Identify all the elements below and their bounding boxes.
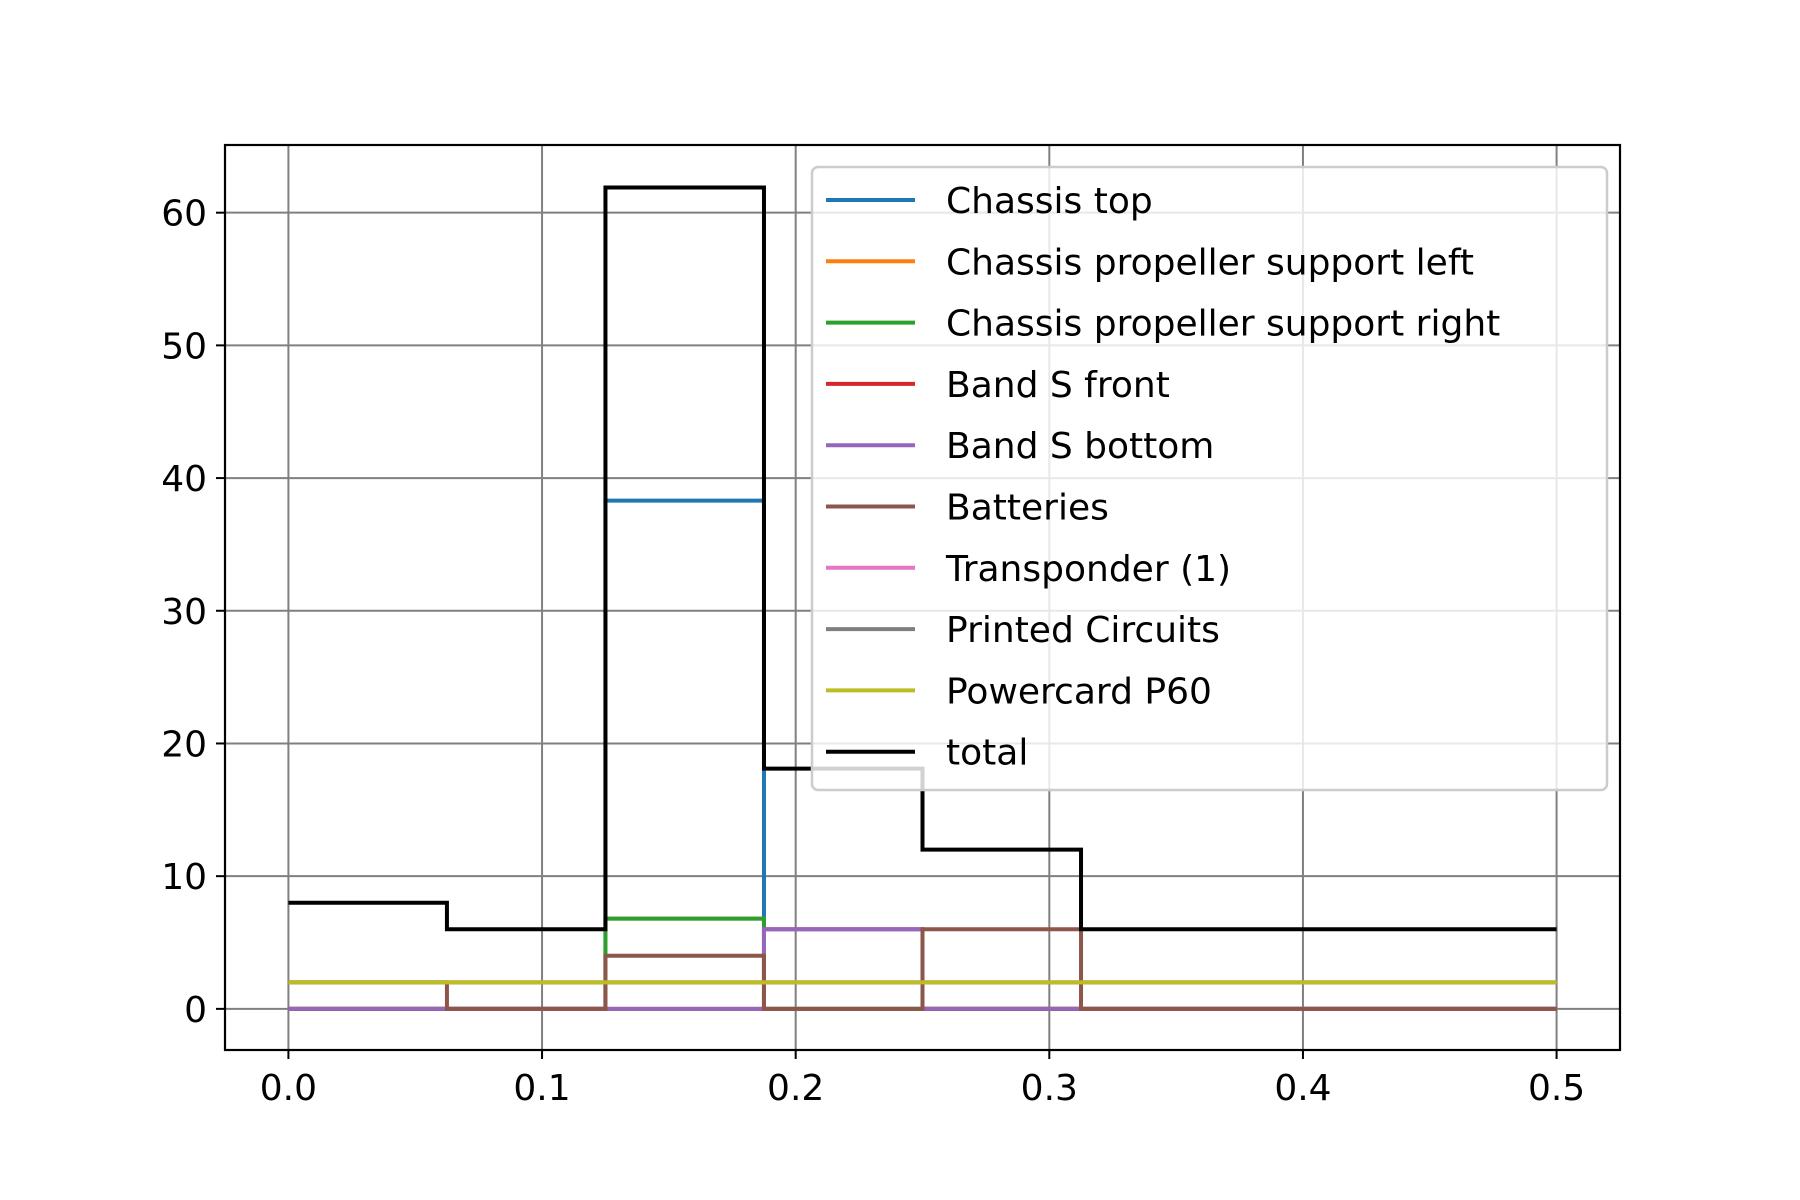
x-tick-label-3: 0.3	[1021, 1068, 1078, 1109]
series-group	[288, 185, 1557, 1011]
legend-label-powercard-p60: Powercard P60	[946, 671, 1212, 712]
legend-label-printed-circuits: Printed Circuits	[946, 610, 1220, 651]
series-line-total	[288, 185, 1557, 932]
y-axis: 0 10 20 30 40 50 60	[161, 194, 225, 1031]
y-tick-label-5: 50	[161, 326, 207, 367]
legend-label-chassis-propeller-support-right: Chassis propeller support right	[946, 304, 1500, 345]
legend-box	[810, 165, 1609, 792]
legend-label-chassis-top: Chassis top	[946, 181, 1153, 222]
x-axis: 0.0 0.1 0.2 0.3 0.4 0.5	[260, 1050, 1585, 1109]
x-tick-label-5: 0.5	[1528, 1068, 1585, 1109]
x-tick-label-1: 0.1	[513, 1068, 570, 1109]
x-tick-label-4: 0.4	[1274, 1068, 1331, 1109]
y-tick-label-4: 40	[161, 459, 207, 500]
legend-label-band-s-bottom: Band S bottom	[946, 426, 1214, 467]
plot-frame	[223, 143, 1622, 1052]
legend-label-batteries: Batteries	[946, 488, 1109, 529]
legend: Chassis top Chassis propeller support lef…	[810, 165, 1609, 792]
legend-label-chassis-propeller-support-left: Chassis propeller support left	[946, 242, 1474, 283]
x-tick-label-0: 0.0	[260, 1068, 317, 1109]
legend-label-total: total	[946, 733, 1028, 774]
y-tick-label-0: 0	[184, 990, 207, 1031]
y-tick-label-1: 10	[161, 857, 207, 898]
legend-label-band-s-front: Band S front	[946, 365, 1170, 406]
y-tick-label-3: 30	[161, 592, 207, 633]
x-tick-label-2: 0.2	[767, 1068, 824, 1109]
y-tick-label-2: 20	[161, 724, 207, 765]
y-tick-label-6: 60	[161, 194, 207, 235]
legend-label-transponder-1: Transponder (1)	[945, 549, 1231, 590]
